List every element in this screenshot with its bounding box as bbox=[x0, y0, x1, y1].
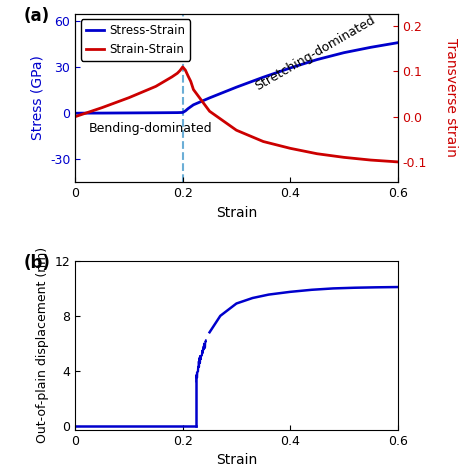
Stress-Strain bbox=[234, 84, 239, 90]
Strain-Strain bbox=[182, 67, 188, 73]
Stress-Strain bbox=[174, 110, 180, 116]
Stress-Strain bbox=[73, 110, 78, 116]
Stress-Strain bbox=[287, 65, 293, 71]
Strain-Strain bbox=[395, 159, 401, 165]
Stress-Strain bbox=[180, 109, 185, 115]
Text: (a): (a) bbox=[24, 7, 50, 25]
Strain-Strain bbox=[207, 109, 212, 114]
Legend: Stress-Strain, Strain-Strain: Stress-Strain, Strain-Strain bbox=[81, 19, 190, 61]
Y-axis label: Out-of-plain displacement (nm): Out-of-plain displacement (nm) bbox=[36, 247, 49, 443]
Strain-Strain bbox=[188, 79, 193, 84]
Strain-Strain bbox=[73, 114, 78, 119]
Stress-Strain bbox=[314, 57, 320, 63]
Strain-Strain bbox=[341, 155, 347, 160]
Stress-Strain bbox=[207, 95, 212, 101]
Strain-Strain bbox=[174, 71, 180, 76]
Stress-Strain bbox=[78, 110, 83, 116]
Strain-Strain bbox=[191, 87, 196, 92]
Text: Stretching-dominated: Stretching-dominated bbox=[253, 14, 377, 93]
X-axis label: Strain: Strain bbox=[216, 206, 257, 219]
Strain-Strain bbox=[126, 95, 132, 100]
Stress-Strain bbox=[126, 110, 132, 116]
Y-axis label: Transverse strain: Transverse strain bbox=[444, 38, 457, 157]
Y-axis label: Stress (GPa): Stress (GPa) bbox=[30, 55, 45, 140]
Line: Strain-Strain: Strain-Strain bbox=[75, 67, 398, 162]
Stress-Strain bbox=[368, 45, 374, 50]
Strain-Strain bbox=[287, 146, 293, 151]
Strain-Strain bbox=[99, 105, 105, 110]
Strain-Strain bbox=[314, 151, 320, 156]
Stress-Strain bbox=[182, 108, 188, 114]
Stress-Strain bbox=[261, 74, 266, 80]
Strain-Strain bbox=[234, 128, 239, 133]
Stress-Strain bbox=[395, 40, 401, 46]
X-axis label: Strain: Strain bbox=[216, 453, 257, 467]
Text: Bending-dominated: Bending-dominated bbox=[89, 122, 212, 135]
Strain-Strain bbox=[169, 74, 175, 80]
Stress-Strain bbox=[177, 109, 183, 115]
Stress-Strain bbox=[191, 102, 196, 108]
Stress-Strain bbox=[153, 110, 159, 116]
Strain-Strain bbox=[185, 73, 191, 79]
Strain-Strain bbox=[153, 83, 159, 89]
Strain-Strain bbox=[83, 110, 89, 116]
Strain-Strain bbox=[261, 139, 266, 145]
Strain-Strain bbox=[177, 68, 183, 73]
Text: (b): (b) bbox=[24, 254, 50, 272]
Stress-Strain bbox=[185, 106, 191, 111]
Stress-Strain bbox=[341, 50, 347, 55]
Strain-Strain bbox=[180, 64, 185, 70]
Stress-Strain bbox=[99, 110, 105, 116]
Strain-Strain bbox=[368, 157, 374, 163]
Line: Stress-Strain: Stress-Strain bbox=[75, 43, 398, 113]
